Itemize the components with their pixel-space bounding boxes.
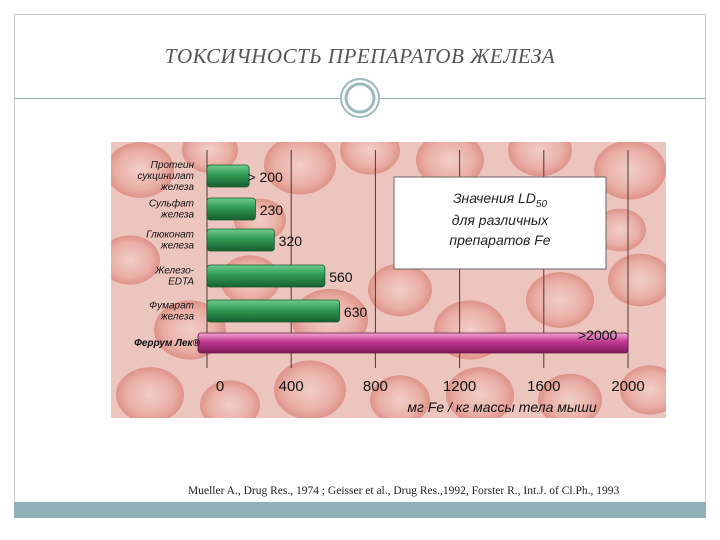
- x-tick-label: 1200: [443, 378, 476, 395]
- blood-cell-decoration: [446, 367, 514, 418]
- category-label-5: железа: [160, 312, 195, 323]
- citation: Mueller A., Drug Res., 1974 ; Geisser et…: [188, 485, 620, 497]
- category-label-1: сукцинилат: [138, 171, 194, 182]
- value-label-4: 560: [329, 269, 353, 285]
- value-label-1: > 200: [247, 169, 283, 185]
- value-label-3: 320: [279, 233, 303, 249]
- blood-cell-decoration: [111, 142, 174, 198]
- annotation-line-3: препаратов Fe: [449, 232, 550, 248]
- category-label-5: Фумарат: [149, 301, 194, 312]
- x-tick-label: 1600: [527, 378, 560, 395]
- blood-cell-decoration: [526, 272, 594, 328]
- annotation-line-2: для различных: [452, 212, 549, 228]
- category-label-6: Феррум Лек®: [134, 338, 201, 349]
- value-label-6: >2000: [578, 327, 618, 343]
- x-tick-label: 400: [279, 378, 304, 395]
- category-label-2: железа: [160, 210, 195, 221]
- blood-cell-decoration: [200, 380, 260, 418]
- category-label-4: Железо-: [154, 266, 195, 277]
- bar-4: [206, 264, 326, 288]
- blood-cell-decoration: [264, 142, 336, 195]
- bar-2: [206, 197, 256, 221]
- x-axis-label: мг Fe / кг массы тела мыши: [407, 399, 596, 415]
- title-rule-right: [380, 98, 706, 99]
- blood-cell-decoration: [116, 367, 184, 418]
- category-label-3: железа: [160, 241, 195, 252]
- x-tick-label: 0: [216, 378, 224, 395]
- category-label-4: EDTA: [168, 277, 194, 288]
- annotation-line-1: Значения LD50: [453, 190, 547, 210]
- blood-cell-decoration: [608, 253, 666, 307]
- category-label-1: железа: [160, 182, 195, 193]
- blood-cell-decoration: [594, 208, 646, 252]
- title-ring-icon: [340, 78, 380, 118]
- blood-cell-decoration: [340, 142, 400, 175]
- blood-cell-decoration: [416, 142, 484, 188]
- blood-cell-decoration: [370, 375, 430, 418]
- bar-3: [206, 228, 275, 252]
- footer-bar: [14, 502, 706, 518]
- blood-cell-decoration: [274, 360, 346, 418]
- x-tick-label: 2000: [611, 378, 644, 395]
- blood-cell-decoration: [508, 142, 572, 177]
- title-rule-left: [14, 98, 340, 99]
- category-label-2: Сульфат: [149, 198, 194, 210]
- value-label-2: 230: [260, 202, 284, 218]
- blood-cell-decoration: [538, 373, 602, 418]
- category-label-1: Протеин: [151, 160, 195, 171]
- blood-cell-decoration: [368, 263, 432, 317]
- bar-6: [197, 332, 629, 354]
- blood-cell-decoration: [594, 142, 666, 200]
- chart-background: [111, 142, 666, 418]
- blood-cell-decoration: [620, 365, 666, 415]
- bar-5: [206, 299, 341, 323]
- slide-title: ТОКСИЧНОСТЬ ПРЕПАРАТОВ ЖЕЛЕЗА: [164, 44, 556, 68]
- x-tick-label: 800: [363, 378, 388, 395]
- value-label-5: 630: [344, 304, 368, 320]
- category-label-3: Глюконат: [146, 230, 194, 241]
- blood-cell-decoration: [111, 235, 160, 285]
- bar-1: [206, 164, 250, 188]
- annotation-box: Значения LD50 для различных препаратов F…: [393, 176, 607, 270]
